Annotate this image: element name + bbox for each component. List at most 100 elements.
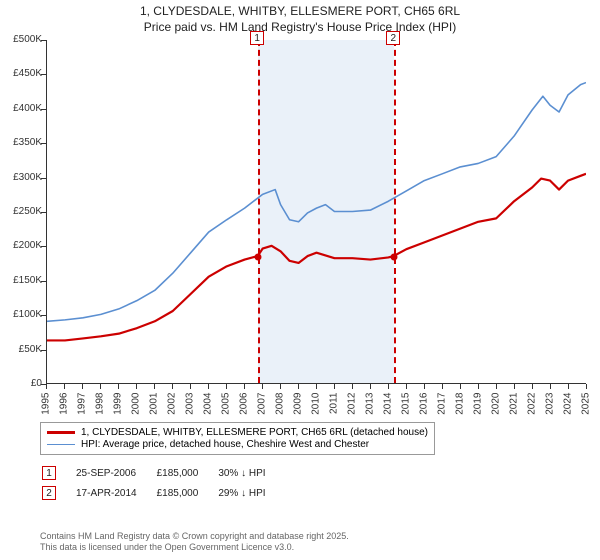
- x-tick: [496, 384, 497, 389]
- event-delta: 30% ↓ HPI: [218, 464, 283, 482]
- x-tick: [460, 384, 461, 389]
- x-tick-label: 1997: [77, 393, 88, 423]
- x-tick: [316, 384, 317, 389]
- event-line: [258, 40, 260, 383]
- x-tick-label: 1998: [95, 393, 106, 423]
- legend-label: 1, CLYDESDALE, WHITBY, ELLESMERE PORT, C…: [81, 427, 428, 438]
- y-tick-label: £250K: [0, 206, 42, 217]
- event-date: 17-APR-2014: [76, 484, 155, 502]
- y-tick-label: £100K: [0, 309, 42, 320]
- event-row: 125-SEP-2006£185,00030% ↓ HPI: [42, 464, 284, 482]
- legend-row: HPI: Average price, detached house, Ches…: [47, 439, 428, 450]
- y-tick-label: £300K: [0, 172, 42, 183]
- x-tick: [280, 384, 281, 389]
- x-tick-label: 2011: [329, 393, 340, 423]
- x-tick-label: 2009: [293, 393, 304, 423]
- x-tick: [586, 384, 587, 389]
- event-line: [394, 40, 396, 383]
- x-tick: [352, 384, 353, 389]
- y-tick-label: £350K: [0, 137, 42, 148]
- chart-container: 1, CLYDESDALE, WHITBY, ELLESMERE PORT, C…: [0, 0, 600, 560]
- legend: 1, CLYDESDALE, WHITBY, ELLESMERE PORT, C…: [40, 422, 435, 455]
- line-layer: [47, 40, 586, 383]
- series-hpi: [47, 83, 586, 322]
- x-tick-label: 2019: [473, 393, 484, 423]
- x-tick: [64, 384, 65, 389]
- x-tick-label: 1995: [41, 393, 52, 423]
- title-line-1: 1, CLYDESDALE, WHITBY, ELLESMERE PORT, C…: [140, 4, 460, 18]
- x-tick-label: 1996: [59, 393, 70, 423]
- x-tick-label: 2004: [203, 393, 214, 423]
- x-tick-label: 2022: [527, 393, 538, 423]
- x-tick-label: 2005: [221, 393, 232, 423]
- x-tick-label: 2023: [545, 393, 556, 423]
- event-box-icon: 2: [42, 486, 56, 500]
- x-tick: [370, 384, 371, 389]
- legend-line-sample: [47, 431, 75, 433]
- x-tick-label: 2013: [365, 393, 376, 423]
- x-tick-label: 2003: [185, 393, 196, 423]
- x-tick: [172, 384, 173, 389]
- x-tick-label: 2006: [239, 393, 250, 423]
- x-tick-label: 2014: [383, 393, 394, 423]
- y-tick-label: £0: [0, 378, 42, 389]
- x-tick-label: 2024: [563, 393, 574, 423]
- price-marker: [255, 253, 262, 260]
- attribution: Contains HM Land Registry data © Crown c…: [40, 531, 349, 554]
- x-tick: [226, 384, 227, 389]
- x-tick: [478, 384, 479, 389]
- y-tick-label: £50K: [0, 344, 42, 355]
- x-tick-label: 2015: [401, 393, 412, 423]
- x-tick-label: 2012: [347, 393, 358, 423]
- x-tick-label: 2007: [257, 393, 268, 423]
- x-tick: [334, 384, 335, 389]
- y-tick-label: £500K: [0, 34, 42, 45]
- event-price: £185,000: [157, 484, 217, 502]
- y-tick-label: £150K: [0, 275, 42, 286]
- x-tick: [568, 384, 569, 389]
- event-row: 2 17-APR-2014£185,00029% ↓ HPI: [42, 484, 284, 502]
- legend-row: 1, CLYDESDALE, WHITBY, ELLESMERE PORT, C…: [47, 427, 428, 438]
- event-price: £185,000: [157, 464, 217, 482]
- plot-area: [46, 40, 586, 384]
- x-tick: [298, 384, 299, 389]
- x-tick: [82, 384, 83, 389]
- x-tick-label: 2010: [311, 393, 322, 423]
- x-tick-label: 2000: [131, 393, 142, 423]
- x-tick: [532, 384, 533, 389]
- x-tick: [208, 384, 209, 389]
- x-tick: [514, 384, 515, 389]
- event-marker-box: 2: [386, 31, 400, 45]
- x-tick-label: 2002: [167, 393, 178, 423]
- x-tick-label: 2020: [491, 393, 502, 423]
- price-marker: [391, 253, 398, 260]
- x-tick: [442, 384, 443, 389]
- x-tick: [244, 384, 245, 389]
- x-tick: [550, 384, 551, 389]
- event-delta: 29% ↓ HPI: [218, 484, 283, 502]
- x-tick-label: 2025: [581, 393, 592, 423]
- x-tick-label: 1999: [113, 393, 124, 423]
- x-tick: [118, 384, 119, 389]
- attribution-line-2: This data is licensed under the Open Gov…: [40, 542, 294, 552]
- x-tick: [190, 384, 191, 389]
- x-tick: [388, 384, 389, 389]
- x-tick: [136, 384, 137, 389]
- x-tick: [154, 384, 155, 389]
- event-date: 25-SEP-2006: [76, 464, 155, 482]
- y-tick-label: £450K: [0, 68, 42, 79]
- attribution-line-1: Contains HM Land Registry data © Crown c…: [40, 531, 349, 541]
- y-tick-label: £200K: [0, 240, 42, 251]
- y-tick-label: £400K: [0, 103, 42, 114]
- event-marker-box: 1: [250, 31, 264, 45]
- series-price_paid: [47, 174, 586, 341]
- chart-title: 1, CLYDESDALE, WHITBY, ELLESMERE PORT, C…: [0, 0, 600, 37]
- x-tick: [100, 384, 101, 389]
- legend-label: HPI: Average price, detached house, Ches…: [81, 439, 369, 450]
- x-tick: [46, 384, 47, 389]
- x-tick-label: 2017: [437, 393, 448, 423]
- x-tick-label: 2018: [455, 393, 466, 423]
- x-tick-label: 2008: [275, 393, 286, 423]
- events-table: 125-SEP-2006£185,00030% ↓ HPI 2 17-APR-201…: [40, 462, 286, 504]
- x-tick-label: 2016: [419, 393, 430, 423]
